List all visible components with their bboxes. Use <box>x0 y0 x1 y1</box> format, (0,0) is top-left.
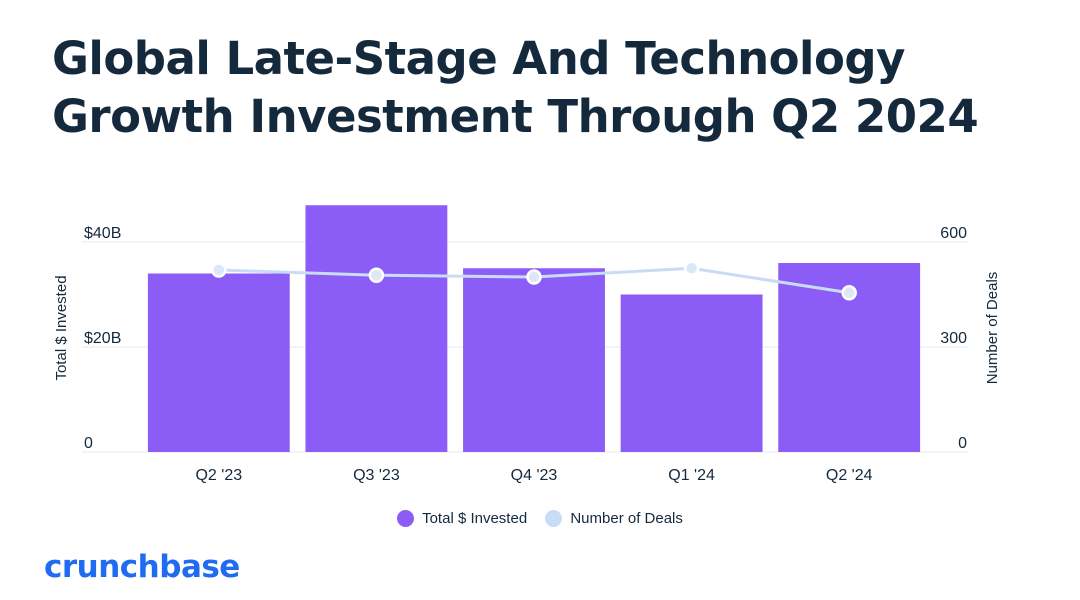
legend-swatch-invested <box>397 510 415 527</box>
x-tick-label-0: Q2 '23 <box>195 467 242 484</box>
legend-item-invested[interactable]: Total $ Invested <box>397 510 527 527</box>
bar-0[interactable] <box>147 273 290 453</box>
x-tick-label-2: Q4 '23 <box>511 467 558 484</box>
deals-point-4[interactable] <box>841 285 857 301</box>
bar-1[interactable] <box>305 205 448 452</box>
bar-series <box>147 205 921 453</box>
legend-label-invested: Total $ Invested <box>422 510 528 527</box>
deals-point-2[interactable] <box>526 269 542 285</box>
legend-swatch-deals <box>545 510 563 527</box>
y-left-axis-title: Total $ Invested <box>53 275 70 380</box>
deals-line-series <box>211 260 857 301</box>
chart-title-line-2: Growth Investment Through Q2 2024 <box>52 90 979 143</box>
left-tick-label-2: $40B <box>84 225 121 242</box>
right-tick-label-0: 0 <box>958 435 967 452</box>
chart-title: Global Late-Stage And Technology Growth … <box>52 30 1032 146</box>
crunchbase-logo[interactable]: crunchbase <box>44 549 240 585</box>
deals-point-3[interactable] <box>683 260 700 276</box>
bar-3[interactable] <box>620 294 763 453</box>
bar-2[interactable] <box>463 268 605 452</box>
right-tick-label-1: 300 <box>940 330 967 347</box>
left-tick-label-1: $20B <box>84 330 121 347</box>
deals-point-1[interactable] <box>368 267 385 283</box>
deals-point-0[interactable] <box>211 262 227 278</box>
left-tick-label-0: 0 <box>84 435 93 452</box>
x-tick-label-4: Q2 '24 <box>826 467 873 484</box>
legend: Total $ Invested Number of Deals <box>0 510 1080 531</box>
x-tick-label-1: Q3 '23 <box>353 467 400 484</box>
right-tick-label-2: 600 <box>940 225 967 242</box>
chart-title-line-1: Global Late-Stage And Technology <box>52 32 905 85</box>
legend-item-deals[interactable]: Number of Deals <box>545 510 683 527</box>
x-tick-label-3: Q1 '24 <box>668 467 715 484</box>
axes: 0 $20B $40B 0 300 600 Q2 '23 Q3 '23 Q4 '23 Q1 '24… <box>53 225 1001 484</box>
legend-label-deals: Number of Deals <box>570 510 683 527</box>
y-right-axis-title: Number of Deals <box>984 272 1001 385</box>
